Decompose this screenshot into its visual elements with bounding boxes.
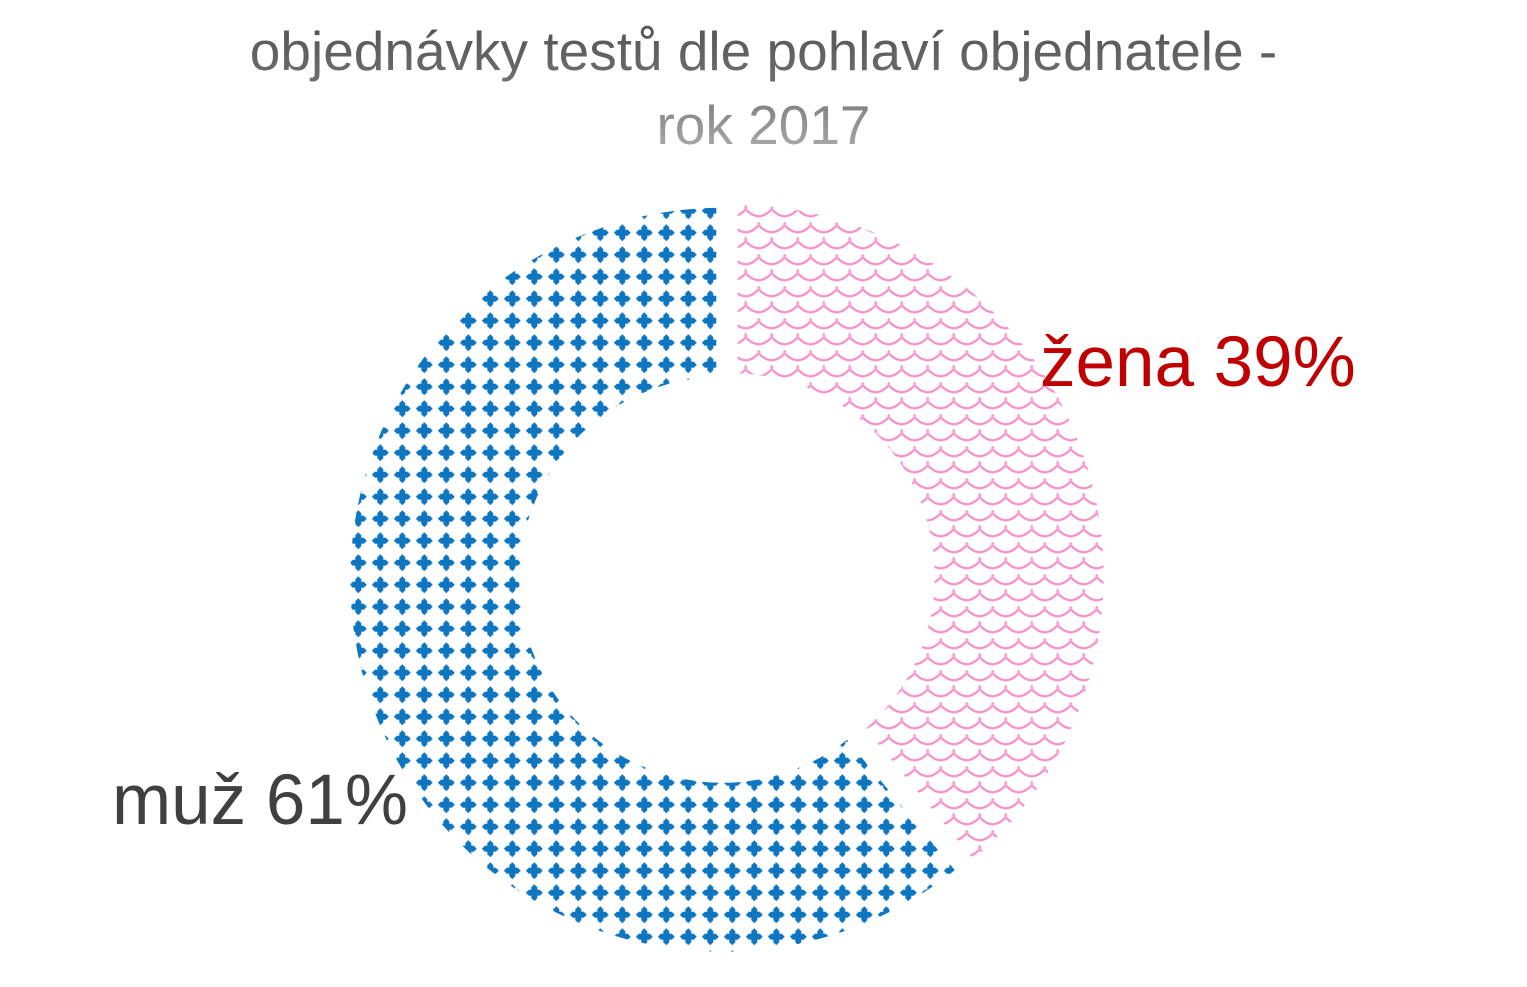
doughnut-slice-zena xyxy=(725,192,1116,877)
data-label-muz: muž 61% xyxy=(112,761,408,840)
data-label-zena: žena 39% xyxy=(1040,323,1356,402)
doughnut-slice-muz xyxy=(338,195,972,964)
